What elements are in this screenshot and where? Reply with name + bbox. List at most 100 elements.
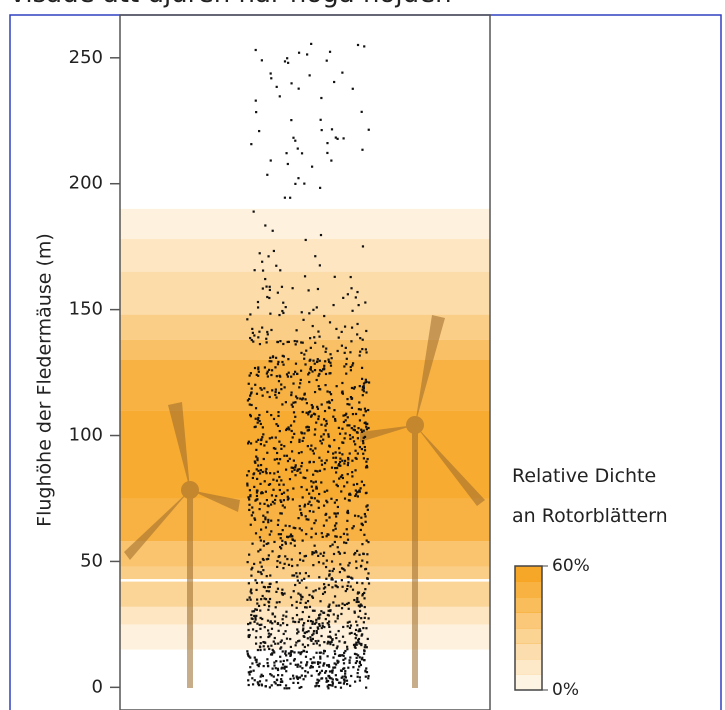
point	[367, 572, 370, 575]
point	[354, 443, 357, 446]
point	[355, 457, 358, 460]
point	[304, 655, 308, 658]
point	[280, 443, 283, 447]
point	[315, 487, 319, 490]
point	[319, 651, 322, 654]
point	[272, 675, 275, 678]
point	[336, 546, 339, 549]
point	[356, 592, 359, 595]
point	[247, 654, 250, 657]
point	[303, 505, 306, 508]
point	[311, 595, 314, 598]
point	[290, 403, 293, 406]
point	[311, 637, 314, 641]
point	[276, 363, 280, 366]
point	[312, 460, 315, 464]
point	[333, 275, 336, 278]
point	[309, 626, 312, 629]
point	[277, 411, 280, 414]
point	[275, 494, 278, 498]
point	[270, 644, 273, 647]
point-bin	[247, 561, 371, 589]
point	[354, 494, 357, 498]
point	[337, 629, 340, 633]
point	[252, 340, 255, 343]
point	[266, 391, 269, 394]
point	[276, 668, 280, 672]
point	[287, 61, 290, 64]
point	[361, 523, 364, 527]
point	[269, 312, 272, 315]
point	[315, 684, 318, 687]
point	[340, 669, 343, 672]
point	[346, 509, 349, 512]
point	[338, 552, 342, 555]
point	[304, 554, 308, 558]
point	[349, 656, 352, 659]
point	[268, 285, 271, 288]
point	[260, 528, 263, 531]
point	[314, 480, 317, 483]
point	[271, 667, 274, 670]
point	[255, 440, 258, 443]
point	[319, 439, 322, 443]
point	[343, 541, 346, 544]
point	[312, 551, 316, 554]
point	[278, 475, 281, 479]
point	[363, 484, 366, 487]
point	[300, 351, 303, 355]
point	[367, 582, 371, 585]
point	[274, 436, 277, 439]
point	[285, 468, 288, 471]
point	[300, 598, 303, 601]
point	[253, 518, 257, 521]
legend-title: Relative Dichte	[512, 465, 656, 487]
point	[272, 417, 276, 421]
point	[250, 568, 253, 571]
point	[340, 676, 343, 679]
point	[268, 296, 271, 300]
point	[275, 479, 279, 482]
point	[250, 143, 253, 146]
point	[320, 459, 323, 462]
point	[351, 362, 355, 365]
point	[303, 182, 306, 185]
point	[281, 354, 284, 357]
point	[277, 462, 280, 465]
point	[326, 622, 329, 625]
point	[288, 525, 291, 528]
point	[296, 564, 299, 567]
point	[311, 633, 314, 637]
point	[263, 648, 266, 651]
point	[327, 663, 330, 667]
point	[362, 414, 365, 417]
point	[297, 640, 300, 643]
point	[261, 326, 264, 329]
point	[358, 445, 362, 449]
point	[247, 679, 250, 682]
point	[299, 601, 302, 604]
point	[343, 641, 347, 644]
point	[311, 407, 314, 410]
point	[281, 666, 284, 669]
point	[328, 603, 331, 606]
point	[311, 662, 314, 665]
point	[302, 627, 305, 630]
point	[342, 441, 345, 444]
point	[317, 500, 320, 503]
point	[257, 550, 260, 553]
point	[363, 449, 367, 452]
point	[348, 632, 351, 635]
point	[366, 561, 369, 564]
point	[355, 656, 358, 659]
point	[280, 639, 283, 642]
point	[363, 512, 366, 516]
point	[356, 598, 359, 601]
point	[354, 628, 358, 632]
point	[267, 521, 270, 524]
point	[362, 552, 365, 555]
point	[295, 641, 298, 644]
point	[304, 601, 307, 604]
point	[334, 451, 337, 454]
point	[286, 375, 290, 378]
